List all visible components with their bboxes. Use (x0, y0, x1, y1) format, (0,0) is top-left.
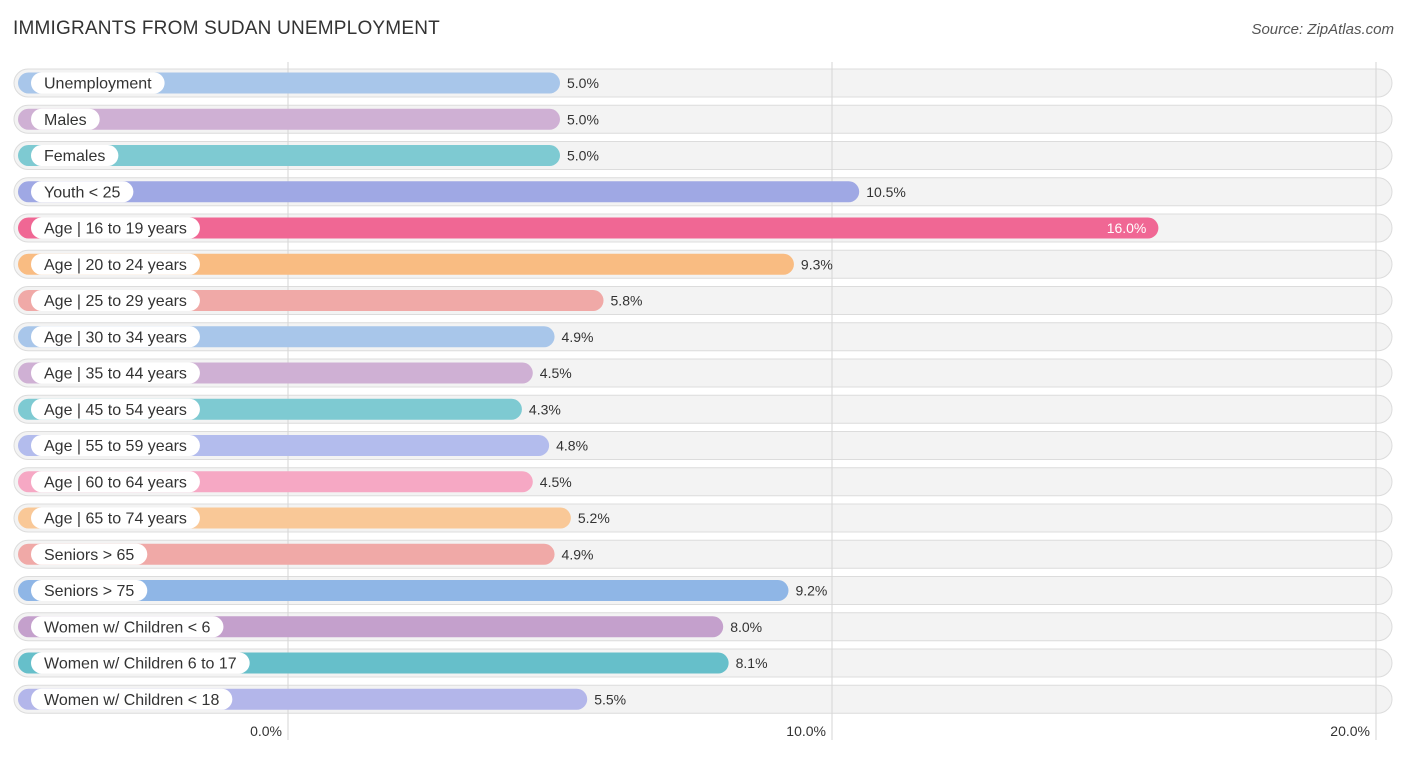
value-label: 4.8% (556, 438, 588, 454)
category-label-pill (31, 398, 200, 420)
category-label: Women w/ Children < 6 (44, 619, 211, 636)
category-label: Age | 30 to 34 years (44, 329, 187, 346)
category-label: Seniors > 75 (44, 583, 134, 600)
source-credit: Source: ZipAtlas.com (1251, 21, 1394, 38)
category-label: Age | 55 to 59 years (44, 438, 187, 455)
category-label-pill (31, 652, 250, 674)
category-label-pill (31, 72, 165, 94)
bar-group: Seniors > 75 9.2% (18, 580, 827, 601)
category-label-pill (31, 580, 148, 601)
value-label: 5.5% (594, 691, 626, 707)
category-label: Seniors > 65 (44, 547, 134, 564)
bar (18, 253, 794, 275)
value-label: 5.0% (567, 148, 599, 164)
bar-group: Males 5.0% (18, 108, 599, 130)
category-label: Females (44, 148, 105, 165)
bar-group: Age | 20 to 24 years 9.3% (18, 253, 833, 275)
value-label: 5.0% (567, 111, 599, 127)
bar-group: Age | 60 to 64 years 4.5% (18, 471, 572, 493)
bar-group: Age | 16 to 19 years 16.0% (18, 217, 1159, 239)
bar-group: Age | 25 to 29 years 5.8% (18, 290, 642, 311)
category-label-pill (31, 688, 233, 710)
x-tick-label: 20.0% (1330, 723, 1370, 739)
value-label: 16.0% (1107, 220, 1147, 236)
bar (18, 217, 1159, 239)
value-label: 5.0% (567, 75, 599, 91)
category-label-pill (31, 253, 200, 275)
category-label-pill (31, 471, 200, 493)
category-label: Youth < 25 (44, 184, 120, 201)
bar-group: Age | 55 to 59 years 4.8% (18, 435, 588, 456)
category-label-pill (31, 616, 224, 638)
category-label: Age | 16 to 19 years (44, 221, 187, 238)
value-label: 5.2% (578, 510, 610, 526)
category-label: Age | 45 to 54 years (44, 402, 187, 419)
bar (18, 181, 860, 203)
category-label-pill (31, 290, 200, 311)
category-label: Age | 25 to 29 years (44, 293, 187, 310)
category-label-pill (31, 217, 200, 239)
bar (18, 108, 560, 130)
bar-group: Age | 35 to 44 years 4.5% (18, 362, 572, 384)
bar-group: Women w/ Children < 6 8.0% (18, 616, 762, 638)
category-label-pill (31, 435, 200, 456)
bar-group: Seniors > 65 4.9% (18, 543, 594, 565)
value-label: 4.5% (540, 474, 572, 490)
bar-group: Age | 65 to 74 years 5.2% (18, 507, 610, 529)
bar (18, 580, 789, 601)
bar-group: Women w/ Children < 18 5.5% (18, 688, 626, 710)
value-label: 9.3% (801, 256, 833, 272)
value-label: 8.1% (736, 655, 768, 671)
category-label: Age | 20 to 24 years (44, 257, 187, 274)
bar-group: Age | 45 to 54 years 4.3% (18, 398, 561, 420)
category-label: Age | 65 to 74 years (44, 511, 187, 528)
value-label: 4.9% (562, 546, 594, 562)
bars: Unemployment 5.0% Males 5.0% Females 5.0% Yout… (18, 72, 1159, 710)
category-label-pill (31, 507, 200, 529)
category-label: Age | 60 to 64 years (44, 474, 187, 491)
category-label: Age | 35 to 44 years (44, 366, 187, 383)
category-label-pill (31, 543, 148, 565)
bar-group: Unemployment 5.0% (18, 72, 599, 94)
category-label-pill (31, 108, 100, 130)
value-label: 4.9% (562, 329, 594, 345)
value-label: 9.2% (795, 583, 827, 599)
value-label: 5.8% (611, 293, 643, 309)
value-label: 8.0% (730, 619, 762, 635)
category-label: Males (44, 112, 87, 129)
category-label-pill (31, 145, 119, 166)
value-label: 10.5% (866, 184, 906, 200)
bar (18, 145, 560, 166)
category-label: Women w/ Children < 18 (44, 692, 219, 709)
bar-group: Youth < 25 10.5% (18, 181, 906, 203)
category-label: Women w/ Children 6 to 17 (44, 656, 237, 673)
bar-group: Females 5.0% (18, 145, 599, 166)
value-label: 4.3% (529, 401, 561, 417)
category-label-pill (31, 326, 200, 348)
x-tick-label: 10.0% (786, 723, 826, 739)
category-label-pill (31, 362, 200, 384)
x-tick-label: 0.0% (250, 723, 282, 739)
chart-title: IMMIGRANTS FROM SUDAN UNEMPLOYMENT (13, 18, 440, 39)
bar (18, 543, 555, 565)
bar-group: Women w/ Children 6 to 17 8.1% (18, 652, 768, 674)
category-label-pill (31, 181, 134, 203)
value-label: 4.5% (540, 365, 572, 381)
bar-group: Age | 30 to 34 years 4.9% (18, 326, 594, 348)
category-label: Unemployment (44, 76, 152, 93)
